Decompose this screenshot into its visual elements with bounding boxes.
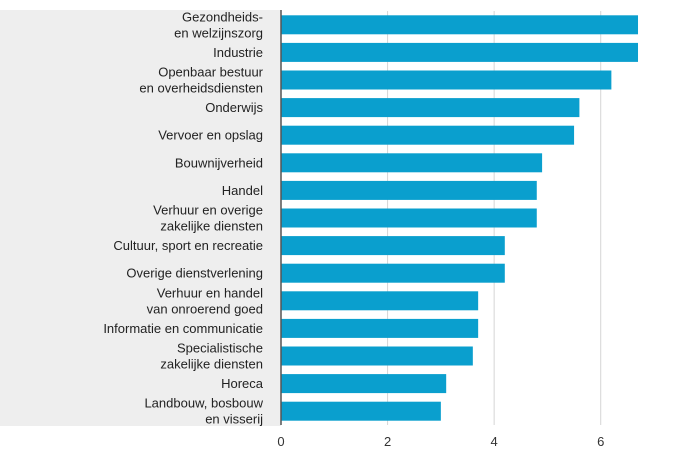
category-label-line: Overige dienstverlening bbox=[126, 266, 263, 281]
x-tick-label: 6 bbox=[597, 434, 604, 449]
category-label-11: Informatie en communicatie bbox=[103, 321, 263, 336]
category-label-line: en welzijnszorg bbox=[174, 25, 263, 40]
bar-14 bbox=[281, 401, 441, 421]
category-label-line: zakelijke diensten bbox=[160, 219, 263, 234]
category-label-line: Informatie en communicatie bbox=[103, 321, 263, 336]
bar-1 bbox=[281, 42, 639, 62]
bar-10 bbox=[281, 291, 479, 311]
category-label-0: Gezondheids-en welzijnszorg bbox=[174, 9, 263, 40]
category-label-line: Gezondheids- bbox=[182, 9, 263, 24]
category-label-6: Handel bbox=[222, 183, 263, 198]
bar-13 bbox=[281, 374, 447, 394]
bar-6 bbox=[281, 180, 537, 200]
category-label-10: Verhuur en handel van onroerend goed bbox=[147, 285, 263, 316]
category-label-line: Verhuur en overige bbox=[153, 203, 263, 218]
category-labels: Gezondheids-en welzijnszorg Industrie Open… bbox=[103, 9, 263, 426]
category-label-line: zakelijke diensten bbox=[160, 357, 263, 372]
category-label-5: Bouwnijverheid bbox=[175, 155, 263, 170]
category-label-line: Verhuur en handel bbox=[157, 285, 263, 300]
category-label-1: Industrie bbox=[213, 45, 263, 60]
category-label-line: Landbouw, bosbouw bbox=[144, 396, 263, 411]
category-label-7: Verhuur en overige zakelijke diensten bbox=[153, 203, 263, 234]
bars bbox=[281, 15, 639, 421]
label-panel bbox=[0, 10, 281, 426]
x-tick-label: 2 bbox=[384, 434, 391, 449]
category-label-line: Horeca bbox=[221, 376, 264, 391]
bar-7 bbox=[281, 208, 537, 228]
category-label-line: Onderwijs bbox=[205, 100, 263, 115]
category-label-12: Specialistische zakelijke diensten bbox=[160, 341, 263, 372]
category-label-line: Openbaar bestuur bbox=[158, 65, 263, 80]
category-label-line: Cultuur, sport en recreatie bbox=[113, 238, 263, 253]
bar-5 bbox=[281, 153, 543, 173]
x-tick-label: 0 bbox=[277, 434, 284, 449]
category-label-line: Bouwnijverheid bbox=[175, 155, 263, 170]
bar-12 bbox=[281, 346, 473, 366]
bar-8 bbox=[281, 236, 505, 256]
category-label-line: en visserij bbox=[205, 412, 263, 427]
x-tick-label: 4 bbox=[491, 434, 498, 449]
bar-0 bbox=[281, 15, 639, 35]
bar-2 bbox=[281, 70, 612, 90]
category-label-8: Cultuur, sport en recreatie bbox=[113, 238, 263, 253]
category-label-line: Specialistische bbox=[177, 341, 263, 356]
bar-11 bbox=[281, 318, 479, 338]
category-label-4: Vervoer en opslag bbox=[158, 128, 263, 143]
category-label-line: van onroerend goed bbox=[147, 301, 263, 316]
category-label-13: Horeca bbox=[221, 376, 264, 391]
x-tick-labels: 0 2 4 6 bbox=[277, 434, 604, 449]
category-label-14: Landbouw, bosbouw en visserij bbox=[144, 396, 263, 427]
category-label-line: Vervoer en opslag bbox=[158, 128, 263, 143]
category-label-line: Handel bbox=[222, 183, 263, 198]
category-label-line: Industrie bbox=[213, 45, 263, 60]
category-label-2: Openbaar bestuur en overheidsdiensten bbox=[139, 65, 263, 96]
bar-3 bbox=[281, 98, 580, 118]
bar-9 bbox=[281, 263, 505, 283]
bar-4 bbox=[281, 125, 575, 145]
category-label-3: Onderwijs bbox=[205, 100, 263, 115]
category-label-9: Overige dienstverlening bbox=[126, 266, 263, 281]
category-label-line: en overheidsdiensten bbox=[139, 81, 263, 96]
